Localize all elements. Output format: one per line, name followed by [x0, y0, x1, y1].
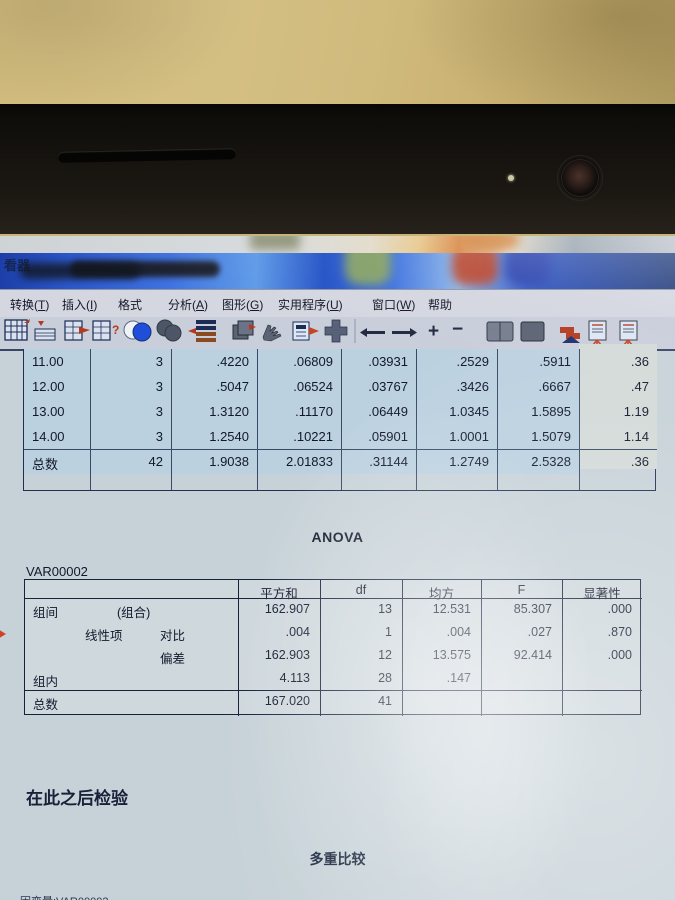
svg-text:?: ? — [112, 323, 119, 337]
svg-text:−: − — [452, 319, 463, 340]
svg-text:+: + — [428, 321, 439, 342]
